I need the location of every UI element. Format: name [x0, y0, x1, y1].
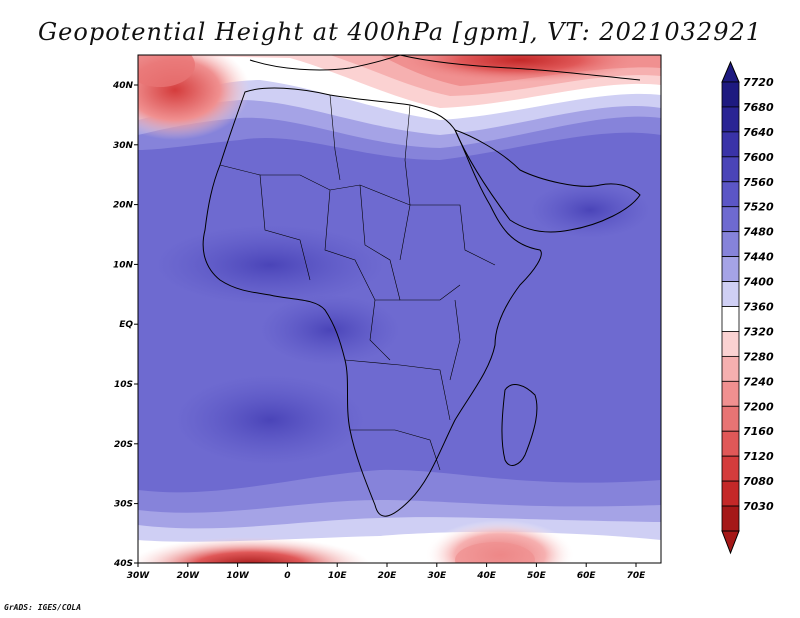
- lat-tick-label: 30N: [113, 141, 134, 151]
- colorbar-label: 7120: [743, 450, 774, 463]
- colorbar-swatch: [721, 455, 740, 482]
- colorbar-label: 7440: [743, 251, 774, 264]
- colorbar-label: 7520: [743, 201, 774, 214]
- lat-tick-label: 10N: [113, 260, 134, 270]
- lon-tick-label: 40E: [476, 571, 497, 581]
- colorbar-swatch: [721, 480, 740, 507]
- colorbar-swatch: [721, 181, 740, 208]
- lon-tick-label: 0: [284, 571, 290, 581]
- lat-tick-label: 10S: [114, 380, 133, 390]
- colorbar-swatch: [721, 156, 740, 183]
- colorbar-top-arrow: [721, 60, 740, 83]
- colorbar-label: 7280: [743, 350, 774, 363]
- colorbar-bottom-arrow: [721, 530, 740, 555]
- colorbar-swatch: [721, 405, 740, 432]
- colorbar-label: 7360: [743, 301, 774, 314]
- colorbar-label: 7680: [743, 101, 774, 114]
- colorbar-swatch: [721, 380, 740, 407]
- colorbar-swatch: [721, 81, 740, 108]
- colorbar-swatch: [721, 231, 740, 258]
- lon-tick-label: 30W: [127, 571, 151, 581]
- lon-tick-label: 30E: [427, 571, 447, 581]
- lon-tick-label: 10W: [226, 571, 250, 581]
- colorbar-swatch: [721, 355, 740, 382]
- colorbar-label: 7600: [743, 151, 774, 164]
- lat-tick-label: 20S: [114, 440, 133, 450]
- lat-tick-label: 30S: [114, 500, 133, 510]
- height-field: [138, 55, 661, 563]
- grads-credit: GrADS: IGES/COLA: [4, 603, 82, 612]
- colorbar-swatch: [721, 306, 740, 332]
- colorbar-label: 7480: [743, 226, 774, 239]
- colorbar-label: 7240: [743, 375, 774, 388]
- colorbar-swatch: [721, 505, 740, 532]
- colorbar-label: 7030: [743, 500, 774, 513]
- colorbar-label: 7160: [743, 425, 774, 438]
- colorbar-label: 7640: [743, 126, 774, 139]
- longitude-axis: 30W 20W 10W 0 10E 20E 30E 40E 50E 60E 70E: [127, 563, 646, 581]
- lat-tick-label: 40S: [113, 559, 133, 569]
- colorbar-label: 7720: [743, 76, 774, 89]
- colorbar-label: 7560: [743, 176, 774, 189]
- colorbar-swatch: [721, 256, 740, 282]
- colorbar-swatch: [721, 281, 740, 307]
- colorbar-swatch: [721, 331, 740, 357]
- latitude-axis: 40N 30N 20N 10N EQ 10S 20S 30S 40S: [112, 81, 138, 569]
- colorbar-label: 7200: [743, 400, 774, 413]
- lat-tick-label: EQ: [119, 320, 133, 330]
- lon-tick-label: 70E: [627, 571, 647, 581]
- colorbar-swatch: [721, 430, 740, 457]
- colorbar-swatch: [721, 131, 740, 158]
- colorbar-label: 7080: [743, 475, 774, 488]
- colorbar-label: 7320: [743, 325, 774, 338]
- country-borders: [219, 94, 496, 471]
- lon-tick-label: 20E: [378, 571, 398, 581]
- lat-tick-label: 40N: [112, 81, 134, 91]
- lon-tick-label: 10E: [328, 571, 348, 581]
- colorbar-swatch: [721, 206, 740, 233]
- lon-tick-label: 50E: [527, 571, 547, 581]
- lat-tick-label: 20N: [113, 201, 134, 211]
- colorbar-swatch: [721, 106, 740, 133]
- colorbar-label: 7400: [743, 276, 774, 289]
- colorbar: 7720 7680 7640 7600 7560 7520 7480 7440 7400 7360…: [721, 60, 774, 555]
- coastlines: [202, 55, 641, 517]
- map-frame: [137, 54, 662, 564]
- lon-tick-label: 20W: [177, 571, 201, 581]
- lon-tick-label: 60E: [577, 571, 597, 581]
- chart-title: Geopotential Height at 400hPa [gpm], VT:…: [38, 18, 762, 46]
